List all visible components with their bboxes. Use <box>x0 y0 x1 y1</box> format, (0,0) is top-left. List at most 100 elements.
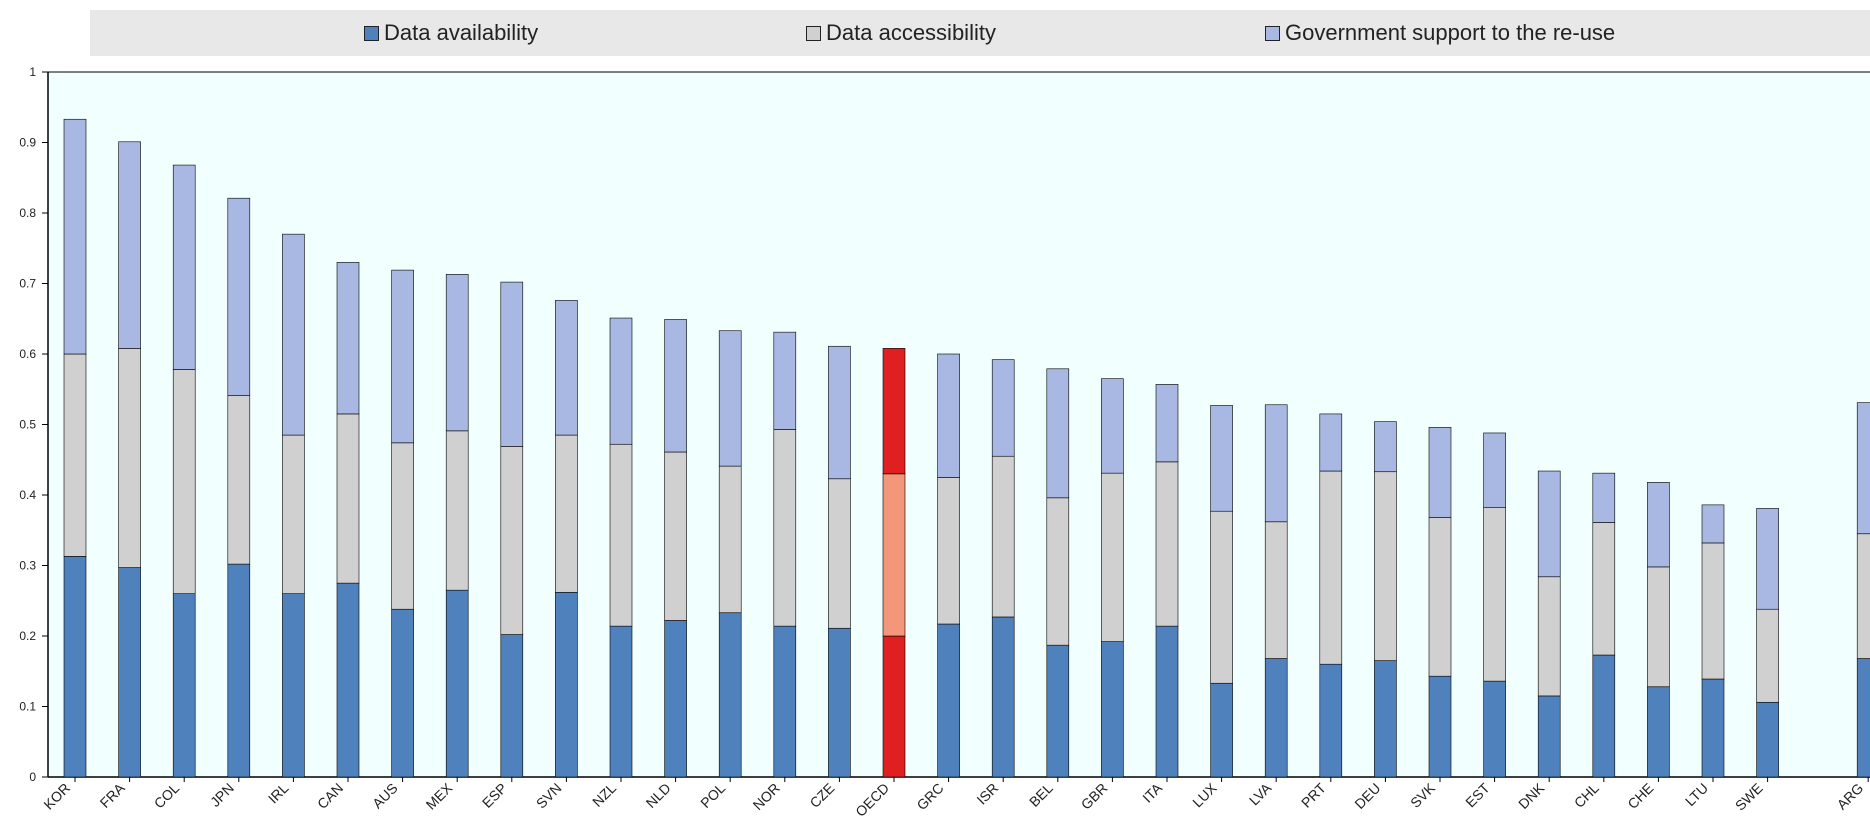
bar-segment <box>1856 658 1870 778</box>
bar-segment <box>1155 461 1179 627</box>
bar-segment <box>282 233 305 436</box>
bar-segment <box>664 620 687 778</box>
legend-item-support: Government support to the re-use <box>1265 10 1615 56</box>
bar-segment <box>336 262 360 415</box>
x-tick-label: MEX <box>423 779 456 812</box>
bar-segment <box>882 473 906 637</box>
bar-segment <box>1374 660 1397 778</box>
y-tick-label: 0.5 <box>19 418 36 432</box>
bar-segment <box>118 348 141 568</box>
bar-segment <box>1483 680 1506 778</box>
bar-segment <box>1592 522 1616 656</box>
bar-segment <box>1756 508 1779 610</box>
x-tick-label: POL <box>697 780 728 811</box>
bar-segment <box>1101 641 1124 778</box>
bar-segment <box>882 635 906 778</box>
bar-segment <box>282 434 305 595</box>
bar-segment <box>1046 368 1070 499</box>
x-tick-label: ITA <box>1139 779 1165 805</box>
y-tick-label: 0.7 <box>19 277 36 291</box>
bar-segment <box>1592 472 1616 523</box>
bar-segment <box>1046 497 1070 646</box>
bar-segment <box>500 281 524 447</box>
y-tick-label: 0.4 <box>19 488 36 502</box>
x-tick-label: DEU <box>1351 780 1383 812</box>
bar-segment <box>1647 566 1670 688</box>
bar-segment <box>172 164 196 370</box>
bar-segment <box>1483 432 1506 508</box>
bar-segment <box>1319 470 1343 665</box>
bar-segment <box>609 625 633 778</box>
x-tick-label: ESP <box>479 780 510 811</box>
bar-segment <box>555 434 578 593</box>
x-tick-label: KOR <box>40 780 73 813</box>
bar-segment <box>991 616 1015 778</box>
bar-segment <box>773 331 797 430</box>
bar-segment <box>1856 533 1870 659</box>
x-tick-label: BEL <box>1026 780 1056 810</box>
bar-segment <box>664 319 687 453</box>
bar-segment <box>63 118 87 355</box>
x-tick-label: FRA <box>97 779 129 811</box>
y-tick-label: 0 <box>29 770 36 784</box>
bar-segment <box>1155 625 1179 778</box>
bar-segment <box>828 345 851 480</box>
legend-label-support: Government support to the re-use <box>1285 20 1616 45</box>
bar-segment <box>336 413 360 584</box>
bar-segment <box>227 395 251 565</box>
bar-segment <box>336 582 360 778</box>
bar-segment <box>609 317 633 445</box>
bar-segment <box>1647 482 1670 568</box>
bar-segment <box>718 612 742 778</box>
bar-segment <box>1856 402 1870 535</box>
bar-segment <box>1264 521 1288 659</box>
x-tick-label: SWE <box>1732 780 1766 814</box>
bar-segment <box>664 451 687 621</box>
bar-segment <box>227 563 251 778</box>
bar-segment <box>1428 675 1452 778</box>
bar-segment <box>1155 384 1179 463</box>
x-tick-label: ARG <box>1834 780 1867 813</box>
y-tick-label: 0.2 <box>19 629 36 643</box>
bar-segment <box>828 478 851 629</box>
bar-segment <box>1537 470 1561 578</box>
x-tick-label: SVK <box>1407 779 1439 811</box>
x-tick-label: IRL <box>265 780 292 807</box>
bar-segment <box>1756 608 1779 703</box>
x-tick-label: NZL <box>589 780 619 810</box>
bar-segment <box>1428 517 1452 677</box>
bar-segment <box>1374 421 1397 473</box>
bar-segment <box>555 300 578 436</box>
bar-segment <box>1483 507 1506 682</box>
x-tick-label: CAN <box>314 780 346 812</box>
bar-segment <box>282 593 305 778</box>
bar-segment <box>882 348 906 475</box>
bar-segment <box>1756 701 1779 778</box>
x-tick-label: ISR <box>974 780 1002 808</box>
y-tick-label: 1 <box>29 65 36 79</box>
y-tick-label: 0.9 <box>19 136 36 150</box>
legend-swatch-accessibility <box>806 25 821 41</box>
legend-swatch-support <box>1265 25 1280 41</box>
bar-segment <box>1264 404 1288 523</box>
bar-segment <box>773 429 797 627</box>
y-tick-label: 0.6 <box>19 347 36 361</box>
x-tick-label: GRC <box>913 780 946 813</box>
bar-segment <box>1701 542 1725 680</box>
bar-segment <box>1428 427 1452 518</box>
bar-segment <box>445 274 469 432</box>
x-tick-label: LVA <box>1246 779 1275 808</box>
bar-segment <box>172 593 196 778</box>
bar-segment <box>1046 644 1070 778</box>
bar-segment <box>1319 413 1343 472</box>
bar-segment <box>1537 576 1561 697</box>
x-tick-label: CHL <box>1571 780 1602 811</box>
legend: Data availability Data accessibility Gov… <box>90 10 1870 56</box>
legend-label-accessibility: Data accessibility <box>826 20 996 45</box>
bar-segment <box>1319 663 1343 778</box>
bar-segment <box>937 623 960 778</box>
x-tick-label: SVN <box>533 780 565 812</box>
y-tick-label: 0.1 <box>19 700 36 714</box>
legend-swatch-availability <box>364 25 379 41</box>
